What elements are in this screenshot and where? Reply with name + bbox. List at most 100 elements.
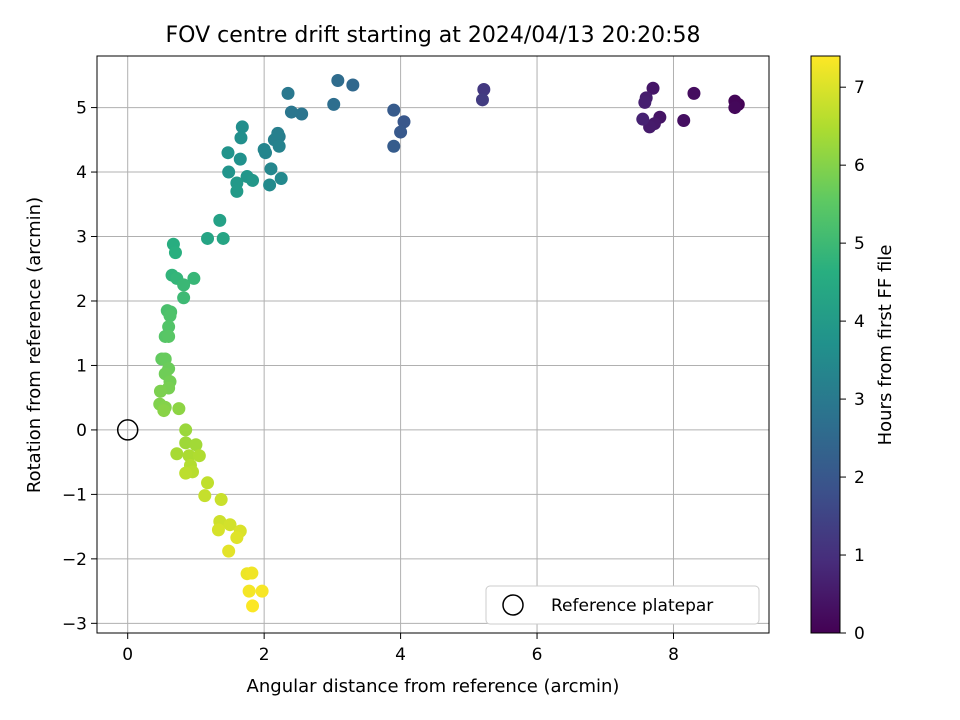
data-point — [235, 120, 249, 134]
colorbar-tick-label: 0 — [854, 624, 865, 644]
data-point — [346, 78, 360, 92]
data-point — [387, 103, 401, 117]
grid-lines — [97, 56, 769, 633]
data-points — [153, 73, 745, 613]
data-point — [638, 95, 652, 109]
data-point — [394, 125, 408, 139]
data-point — [327, 97, 341, 111]
reference-platepar-marker — [116, 419, 139, 441]
y-axis-label: Rotation from reference (arcmin) — [24, 197, 45, 493]
data-point — [221, 146, 235, 160]
legend-label: Reference platepar — [551, 596, 713, 616]
data-point — [397, 115, 411, 129]
data-point — [246, 173, 260, 187]
data-point — [387, 139, 401, 153]
data-point — [153, 384, 167, 398]
colorbar-label: Hours from first FF file — [875, 245, 896, 446]
data-point — [242, 584, 256, 598]
data-point — [172, 402, 186, 416]
data-point — [264, 162, 278, 176]
y-tick-label: 3 — [76, 228, 87, 248]
x-tick-label: 6 — [532, 645, 543, 665]
data-point — [179, 423, 193, 437]
data-point — [211, 523, 225, 537]
colorbar-tick-label: 1 — [854, 546, 865, 566]
data-point — [157, 404, 171, 418]
data-point — [677, 113, 691, 127]
data-point — [728, 101, 742, 115]
y-tick-label: 0 — [76, 421, 87, 441]
data-point — [257, 142, 271, 156]
data-point — [213, 213, 227, 227]
legend: Reference platepar — [485, 585, 760, 625]
x-tick-label: 2 — [259, 645, 270, 665]
data-point — [222, 544, 236, 558]
data-point — [687, 86, 701, 100]
data-point — [246, 599, 260, 613]
y-tick-label: 4 — [76, 163, 87, 183]
data-point — [214, 493, 228, 507]
data-point — [162, 329, 176, 343]
data-point — [272, 139, 286, 153]
data-point — [284, 105, 298, 119]
data-point — [168, 246, 182, 260]
colorbar: 0 1 2 3 4 5 6 7 Hours from first FF file — [810, 55, 896, 644]
data-point — [163, 309, 177, 323]
data-point — [179, 466, 193, 480]
data-point — [201, 231, 215, 245]
colorbar-ticks: 0 1 2 3 4 5 6 7 — [840, 78, 865, 644]
data-point — [245, 566, 259, 580]
data-point — [636, 112, 650, 126]
colorbar-tick-label: 6 — [854, 156, 865, 176]
data-point — [187, 271, 201, 285]
x-axis-ticks: 0 2 4 6 8 — [122, 633, 679, 665]
data-point — [222, 165, 236, 179]
data-point — [189, 438, 203, 452]
legend-box — [485, 585, 760, 625]
data-point — [182, 449, 196, 463]
data-point — [646, 81, 660, 95]
colorbar-tick-label: 4 — [854, 312, 865, 332]
y-axis-ticks: −3 −2 −1 0 1 2 3 4 5 — [62, 99, 97, 634]
data-point — [230, 531, 244, 545]
x-tick-label: 0 — [122, 645, 133, 665]
y-tick-label: −3 — [62, 614, 87, 634]
data-point — [295, 107, 309, 121]
data-point — [177, 278, 191, 292]
data-point — [263, 178, 277, 192]
data-point — [281, 86, 295, 100]
x-tick-label: 8 — [668, 645, 679, 665]
data-point — [475, 93, 489, 107]
data-point — [233, 152, 247, 166]
colorbar-tick-label: 2 — [854, 468, 865, 488]
data-point — [198, 489, 212, 503]
y-tick-label: −1 — [62, 485, 87, 505]
y-tick-label: 2 — [76, 292, 87, 312]
y-tick-label: −2 — [62, 550, 87, 570]
data-point — [192, 449, 206, 463]
data-point — [216, 231, 230, 245]
x-axis-label: Angular distance from reference (arcmin) — [247, 676, 620, 697]
data-point — [230, 184, 244, 198]
y-tick-label: 5 — [76, 99, 87, 119]
data-point — [234, 131, 248, 145]
colorbar-gradient — [810, 55, 841, 634]
chart-title: FOV centre drift starting at 2024/04/13 … — [166, 23, 701, 48]
data-point — [477, 83, 491, 97]
data-point — [223, 518, 237, 532]
data-point — [274, 171, 288, 185]
colorbar-tick-label: 5 — [854, 234, 865, 254]
data-point — [170, 447, 184, 461]
data-point — [255, 584, 269, 598]
data-point — [331, 73, 345, 87]
data-point — [177, 291, 191, 305]
data-point — [201, 476, 215, 490]
colorbar-tick-label: 7 — [854, 78, 865, 98]
x-tick-label: 4 — [395, 645, 406, 665]
y-tick-label: 1 — [76, 356, 87, 376]
data-point — [179, 436, 193, 450]
plot-frame — [96, 55, 770, 634]
colorbar-tick-label: 3 — [854, 390, 865, 410]
legend-marker-icon — [502, 594, 524, 616]
